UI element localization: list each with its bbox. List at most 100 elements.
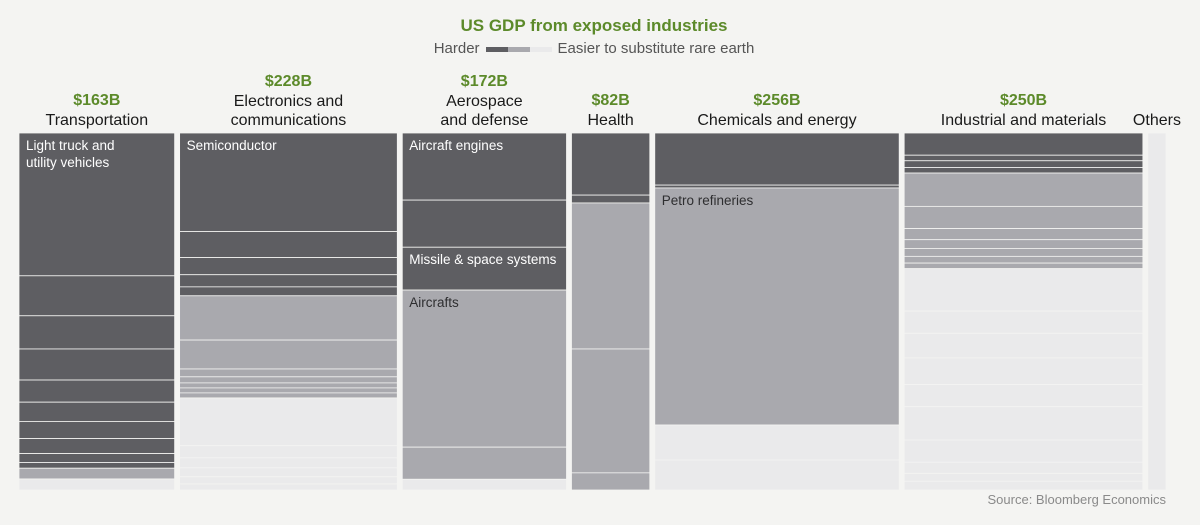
chart-title: US GDP from exposed industries xyxy=(460,16,728,35)
segment-label-aircrafts: Aircrafts xyxy=(409,295,459,310)
segment-industrial-and-materials-2 xyxy=(903,160,1144,168)
category-label-others: Others xyxy=(1133,112,1181,129)
segment-industrial-and-materials-5 xyxy=(903,205,1144,229)
column-chemicals-and-energy: Petro refineries xyxy=(654,132,900,491)
column-health xyxy=(571,132,651,491)
legend: Harder Easier to substitute rare earth xyxy=(0,40,1188,57)
segment-industrial-and-materials-15 xyxy=(903,384,1144,408)
segment-industrial-and-materials-0 xyxy=(903,132,1144,156)
category-value-transportation: $163B xyxy=(73,92,120,109)
category-label-health: Health xyxy=(588,112,634,129)
segment-chemicals-and-energy-1 xyxy=(654,184,900,189)
segment-electronics-and-communications-13 xyxy=(179,445,398,459)
segment-health-1 xyxy=(571,194,651,204)
segment-electronics-and-communications-1 xyxy=(179,231,398,258)
segment-electronics-and-communications-3 xyxy=(179,274,398,288)
legend-swatch-easy xyxy=(529,46,552,52)
segment-label-petro-refineries: Petro refineries xyxy=(662,193,754,208)
segment-electronics-and-communications-5 xyxy=(179,295,398,341)
category-label-transportation: Transportation xyxy=(46,112,149,129)
segment-industrial-and-materials-14 xyxy=(903,357,1144,385)
segment-aerospace-and-defense-2 xyxy=(401,246,567,291)
segment-transportation-11 xyxy=(18,478,176,491)
segment-industrial-and-materials-18 xyxy=(903,461,1144,474)
category-label-electronics-and-communications: Electronics and xyxy=(234,93,343,110)
segment-electronics-and-communications-14 xyxy=(179,457,398,469)
segment-industrial-and-materials-1 xyxy=(903,154,1144,162)
segment-industrial-and-materials-4 xyxy=(903,172,1144,207)
legend-easier-label: Easier to substitute rare earth xyxy=(557,40,755,57)
segment-transportation-2 xyxy=(18,315,176,350)
segment-electronics-and-communications-12 xyxy=(179,397,398,447)
segment-aerospace-and-defense-3 xyxy=(401,289,567,448)
category-value-industrial-and-materials: $250B xyxy=(1000,92,1047,109)
segment-industrial-and-materials-17 xyxy=(903,439,1144,463)
segment-chemicals-and-energy-0 xyxy=(654,132,900,186)
legend-swatch-hard xyxy=(485,46,508,52)
segment-transportation-9 xyxy=(18,462,176,469)
segment-transportation-4 xyxy=(18,379,176,403)
segment-industrial-and-materials-10 xyxy=(903,262,1144,270)
category-label-industrial-and-materials: Industrial and materials xyxy=(941,112,1106,129)
segment-label-light-truck-and-utility-vehicles: Light truck and xyxy=(26,138,115,153)
segment-health-0 xyxy=(571,132,651,196)
segment-industrial-and-materials-16 xyxy=(903,406,1144,441)
segment-chemicals-and-energy-2 xyxy=(654,187,900,426)
segment-electronics-and-communications-16 xyxy=(179,476,398,485)
category-label-aerospace-and-defense-line1: and defense xyxy=(440,112,528,129)
category-value-health: $82B xyxy=(592,92,630,109)
segment-industrial-and-materials-11 xyxy=(903,268,1144,312)
segment-electronics-and-communications-11 xyxy=(179,392,398,399)
segment-label-light-truck-and-utility-vehicles-line1: utility vehicles xyxy=(26,155,110,170)
segment-health-3 xyxy=(571,348,651,474)
segment-transportation-10 xyxy=(18,467,176,480)
segment-industrial-and-materials-20 xyxy=(903,480,1144,491)
column-transportation: Light truck and utility vehicles xyxy=(18,132,176,491)
segment-transportation-0 xyxy=(18,132,176,277)
source-note: Source: Bloomberg Economics xyxy=(987,492,1166,507)
segment-aerospace-and-defense-4 xyxy=(401,446,567,480)
legend-harder-label: Harder xyxy=(433,40,480,57)
segment-industrial-and-materials-3 xyxy=(903,167,1144,174)
segment-electronics-and-communications-7 xyxy=(179,368,398,378)
segment-industrial-and-materials-12 xyxy=(903,310,1144,334)
segment-industrial-and-materials-13 xyxy=(903,332,1144,359)
segment-electronics-and-communications-0 xyxy=(179,132,398,232)
category-label-aerospace-and-defense: Aerospace xyxy=(446,93,523,110)
segment-electronics-and-communications-2 xyxy=(179,257,398,276)
segment-electronics-and-communications-10 xyxy=(179,387,398,394)
segment-aerospace-and-defense-1 xyxy=(401,199,567,248)
segment-aerospace-and-defense-0 xyxy=(401,132,567,201)
segment-others-0 xyxy=(1147,132,1167,491)
legend-swatch-medium xyxy=(507,46,530,52)
segment-transportation-6 xyxy=(18,421,176,439)
segment-chemicals-and-energy-3 xyxy=(654,424,900,461)
segment-health-4 xyxy=(571,472,651,491)
segment-aerospace-and-defense-5 xyxy=(401,478,567,491)
column-aerospace-and-defense: Aircraft engines Missile & space systems A… xyxy=(401,132,567,491)
column-electronics-and-communications: Semiconductor xyxy=(179,132,398,491)
category-label-chemicals-and-energy: Chemicals and energy xyxy=(697,112,856,129)
segment-industrial-and-materials-6 xyxy=(903,228,1144,241)
segment-industrial-and-materials-19 xyxy=(903,472,1144,482)
segment-electronics-and-communications-4 xyxy=(179,286,398,297)
segment-industrial-and-materials-7 xyxy=(903,239,1144,249)
segment-transportation-7 xyxy=(18,438,176,454)
segment-electronics-and-communications-15 xyxy=(179,467,398,478)
segment-chemicals-and-energy-4 xyxy=(654,459,900,491)
segment-transportation-3 xyxy=(18,348,176,381)
segment-health-2 xyxy=(571,202,651,350)
category-label-electronics-and-communications-line1: communications xyxy=(231,112,347,129)
segment-electronics-and-communications-8 xyxy=(179,376,398,384)
column-industrial-and-materials xyxy=(903,132,1144,491)
category-value-electronics-and-communications: $228B xyxy=(265,73,312,90)
category-value-chemicals-and-energy: $256B xyxy=(753,92,800,109)
segment-transportation-5 xyxy=(18,401,176,422)
segment-industrial-and-materials-8 xyxy=(903,248,1144,257)
segment-industrial-and-materials-9 xyxy=(903,255,1144,264)
segment-transportation-1 xyxy=(18,275,176,317)
segment-transportation-8 xyxy=(18,453,176,463)
segment-label-missile-space-systems: Missile & space systems xyxy=(409,252,556,267)
segment-electronics-and-communications-17 xyxy=(179,483,398,491)
